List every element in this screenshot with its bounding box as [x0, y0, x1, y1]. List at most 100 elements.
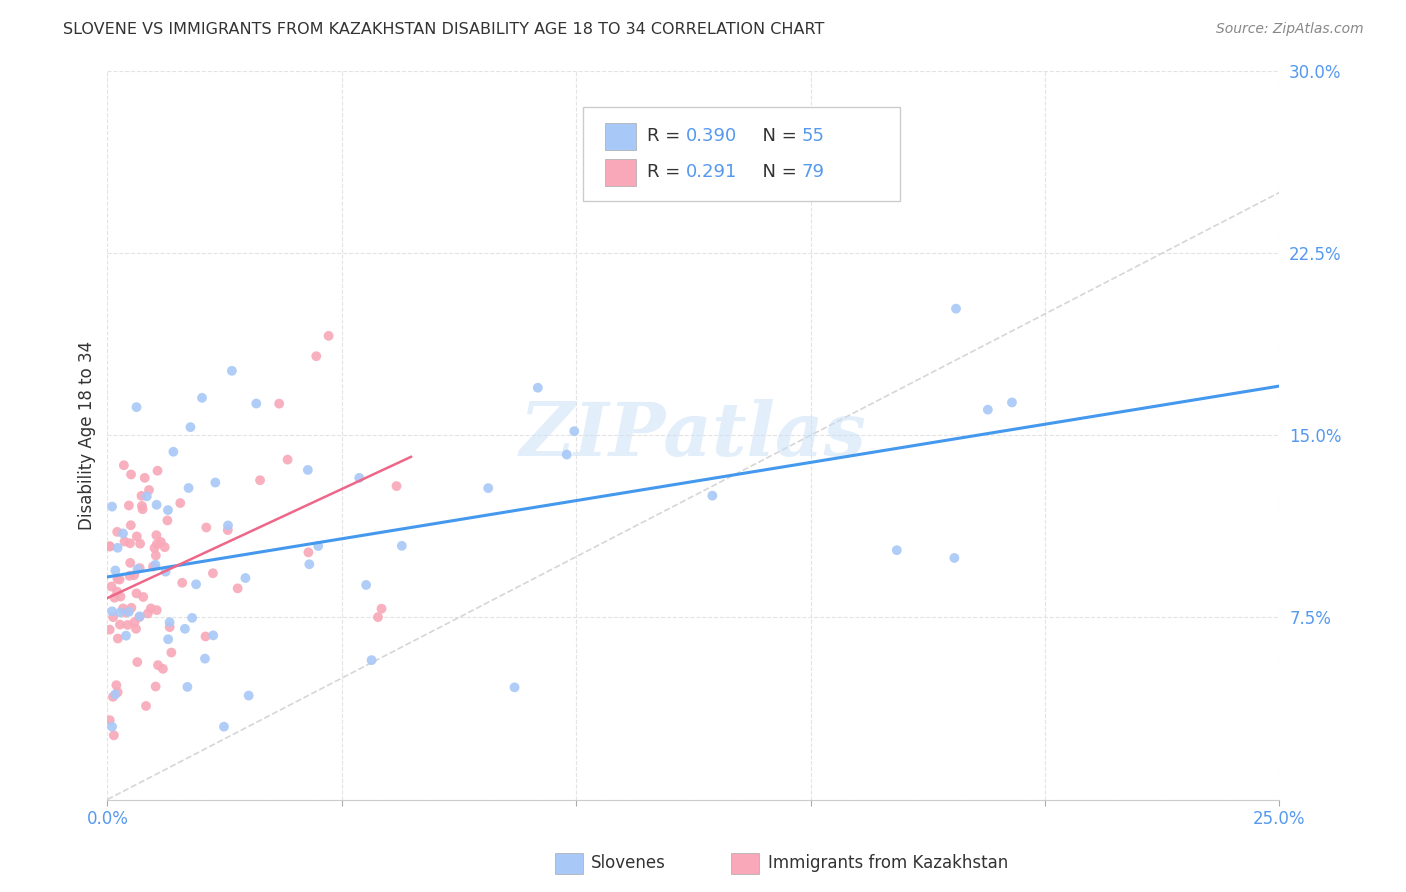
Point	[105, 584, 128, 599]
Point	[101, 720, 124, 734]
Point	[107, 572, 129, 586]
Point	[156, 503, 179, 517]
Point	[160, 646, 183, 660]
Point	[145, 498, 167, 512]
Point	[503, 681, 526, 695]
Point	[201, 566, 224, 581]
Point	[305, 349, 328, 363]
Point	[105, 678, 128, 692]
Point	[298, 558, 321, 572]
Point	[146, 464, 169, 478]
Text: 0.390: 0.390	[686, 128, 737, 145]
Point	[354, 578, 377, 592]
Point	[104, 687, 127, 701]
Point	[886, 543, 908, 558]
Point	[98, 713, 121, 727]
Point	[115, 629, 138, 643]
Point	[217, 523, 239, 537]
Point	[146, 658, 169, 673]
Point	[152, 662, 174, 676]
Point	[118, 499, 141, 513]
Point	[212, 720, 235, 734]
Point	[194, 651, 217, 665]
Point	[174, 622, 197, 636]
Point	[347, 471, 370, 485]
Point	[129, 537, 152, 551]
Point	[108, 573, 131, 587]
Text: ZIPatlas: ZIPatlas	[520, 399, 868, 472]
Point	[142, 559, 165, 574]
Point	[125, 622, 148, 636]
Point	[104, 564, 127, 578]
Point	[195, 520, 218, 534]
Point	[555, 448, 578, 462]
Y-axis label: Disability Age 18 to 34: Disability Age 18 to 34	[79, 341, 96, 530]
Point	[132, 590, 155, 604]
Point	[221, 364, 243, 378]
Point	[156, 513, 179, 527]
Point	[204, 475, 226, 490]
Point	[191, 391, 214, 405]
Point	[103, 591, 125, 605]
Point	[202, 628, 225, 642]
Point	[943, 550, 966, 565]
Point	[176, 680, 198, 694]
Point	[169, 496, 191, 510]
Point	[127, 655, 149, 669]
Point	[562, 424, 585, 438]
Point	[101, 604, 124, 618]
Text: 0.291: 0.291	[686, 163, 738, 181]
Point	[103, 728, 125, 742]
Point	[120, 600, 142, 615]
Point	[101, 500, 124, 514]
Point	[98, 623, 121, 637]
Point	[125, 400, 148, 414]
Point	[110, 605, 132, 619]
Point	[217, 518, 239, 533]
Point	[181, 611, 204, 625]
Point	[118, 569, 141, 583]
Point	[153, 540, 176, 554]
Point	[1001, 395, 1024, 409]
Point	[367, 610, 389, 624]
Point	[112, 458, 135, 473]
Point	[162, 444, 184, 458]
Point	[98, 539, 121, 553]
Point	[131, 502, 153, 516]
Point	[477, 481, 499, 495]
Point	[127, 562, 149, 576]
Point	[297, 545, 319, 559]
Point	[977, 402, 1000, 417]
Point	[172, 575, 194, 590]
Point	[238, 689, 260, 703]
Point	[146, 537, 169, 551]
Point	[194, 630, 217, 644]
Point	[277, 452, 299, 467]
Point	[111, 601, 134, 615]
Point	[145, 549, 167, 563]
Point	[177, 481, 200, 495]
Text: Source: ZipAtlas.com: Source: ZipAtlas.com	[1216, 22, 1364, 37]
Point	[120, 518, 142, 533]
Point	[120, 556, 142, 570]
Point	[108, 617, 131, 632]
Point	[143, 541, 166, 555]
Point	[145, 603, 167, 617]
Point	[702, 489, 724, 503]
Point	[135, 698, 157, 713]
Point	[124, 615, 146, 630]
Point	[145, 558, 167, 572]
Point	[107, 685, 129, 699]
Text: SLOVENE VS IMMIGRANTS FROM KAZAKHSTAN DISABILITY AGE 18 TO 34 CORRELATION CHART: SLOVENE VS IMMIGRANTS FROM KAZAKHSTAN DI…	[63, 22, 825, 37]
Text: R =: R =	[647, 128, 686, 145]
Text: Slovenes: Slovenes	[591, 855, 665, 872]
Point	[134, 471, 156, 485]
Point	[297, 463, 319, 477]
Point	[155, 565, 177, 579]
Point	[114, 534, 136, 549]
Point	[135, 489, 157, 503]
Point	[114, 606, 136, 620]
Point	[235, 571, 257, 585]
Point	[125, 586, 148, 600]
Point	[149, 535, 172, 549]
